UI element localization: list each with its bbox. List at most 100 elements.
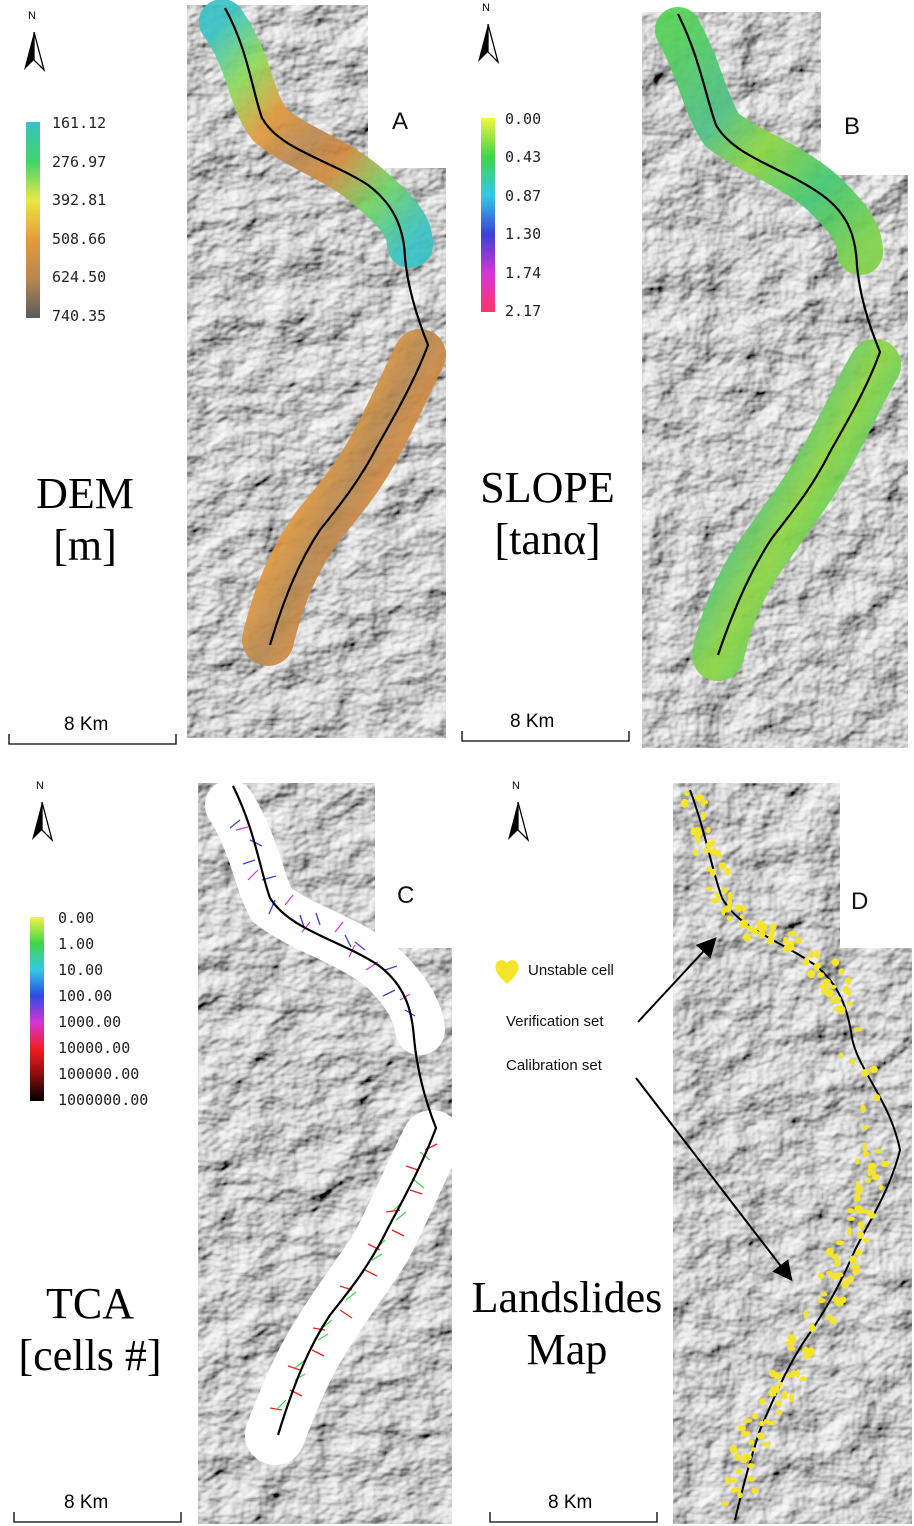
unstable-cell xyxy=(849,1255,857,1265)
legend-tca-label: 0.00 xyxy=(58,909,95,927)
north-arrow-c xyxy=(32,801,54,843)
unstable-cell xyxy=(860,1069,870,1077)
unstable-cell xyxy=(785,1340,794,1347)
unstable-cell xyxy=(862,1237,870,1243)
unstable-cell xyxy=(725,1476,730,1485)
unstable-cell xyxy=(854,1158,860,1165)
unstable-cell xyxy=(842,985,850,994)
unstable-cell xyxy=(702,799,709,805)
calibration-arrow xyxy=(635,1077,793,1282)
unstable-cell xyxy=(718,862,727,870)
panel-c-map xyxy=(198,780,462,1524)
unstable-cell xyxy=(834,1299,839,1305)
unstable-cell xyxy=(758,926,767,932)
unstable-cell xyxy=(743,933,752,942)
unstable-cell xyxy=(845,977,852,985)
panel-b-title-line1: SLOPE xyxy=(480,463,615,512)
unstable-cell xyxy=(880,1160,890,1168)
unstable-cell xyxy=(740,1430,748,1437)
legend-tca-label: 1000.00 xyxy=(58,1013,122,1031)
panel-b-river xyxy=(677,13,882,656)
unstable-cell xyxy=(726,915,733,922)
north-arrow-a xyxy=(24,31,46,73)
unstable-cell-label: Unstable cell xyxy=(528,962,614,979)
unstable-cell xyxy=(846,1227,852,1236)
unstable-cell xyxy=(806,1347,815,1356)
panel-a-corridor-south xyxy=(242,329,446,666)
scale-bar-a xyxy=(8,734,177,745)
panel-c-corridor-north xyxy=(205,780,445,1055)
unstable-cell xyxy=(863,1151,870,1156)
legend-slope-label: 0.87 xyxy=(505,186,542,205)
unstable-cell xyxy=(714,892,720,897)
unstable-cell xyxy=(808,951,815,958)
unstable-cell xyxy=(787,1346,796,1351)
unstable-cell xyxy=(770,922,777,931)
unstable-cell xyxy=(752,1413,758,1420)
unstable-cell xyxy=(835,1240,845,1246)
unstable-cell xyxy=(856,1230,865,1239)
unstable-cell xyxy=(866,1177,871,1184)
unstable-cell xyxy=(736,1468,743,1475)
unstable-cell xyxy=(852,1264,860,1273)
unstable-cell xyxy=(824,979,831,984)
unstable-cell xyxy=(763,1419,770,1424)
panel-b-corridor-north xyxy=(655,7,883,275)
unstable-cell xyxy=(857,1221,864,1227)
unstable-cell xyxy=(847,1275,854,1283)
unstable-cell xyxy=(737,1424,746,1432)
verification-arrow xyxy=(637,937,717,1023)
unstable-cell xyxy=(762,1442,771,1447)
unstable-cell xyxy=(829,998,836,1003)
unstable-cell xyxy=(695,794,705,802)
unstable-cell xyxy=(723,905,732,913)
unstable-cell xyxy=(841,1280,850,1289)
panel-c-river xyxy=(232,785,438,1436)
unstable-cell xyxy=(705,886,713,891)
unstable-cell xyxy=(759,930,766,939)
legend-tca-label: 100.00 xyxy=(58,987,113,1005)
unstable-cell xyxy=(756,1432,765,1440)
unstable-cell xyxy=(769,935,775,945)
legend-dem-color-bar xyxy=(26,122,40,318)
unstable-cell xyxy=(734,1452,741,1461)
unstable-cell xyxy=(748,1439,755,1445)
unstable-cell xyxy=(830,1272,836,1280)
unstable-cell xyxy=(824,989,834,998)
panel-a-river xyxy=(224,7,430,646)
unstable-cell xyxy=(729,1445,738,1454)
panel-d-title-line2: Map xyxy=(526,1325,608,1374)
unstable-cell xyxy=(796,1369,800,1378)
legend-slope-label: 0.00 xyxy=(505,110,542,128)
panel-d-title: Landslides Map xyxy=(462,1272,672,1376)
panel-d-title-line1: Landslides xyxy=(471,1273,663,1322)
legend-dem-label: 508.66 xyxy=(52,229,107,248)
legend-tca-label: 100000.00 xyxy=(58,1065,140,1083)
unstable-cell xyxy=(715,851,722,858)
unstable-cell xyxy=(736,906,742,912)
unstable-cell xyxy=(871,1174,881,1181)
unstable-cell xyxy=(721,888,728,894)
unstable-cell xyxy=(759,1398,766,1405)
panel-letter-d: D xyxy=(851,888,869,915)
legend-tca-color-bar xyxy=(30,917,44,1101)
legend-tca-label: 1.00 xyxy=(58,935,95,953)
legend-dem-label: 392.81 xyxy=(52,191,107,210)
unstable-cell xyxy=(721,1501,729,1506)
unstable-cell xyxy=(700,811,706,821)
unstable-cell xyxy=(813,963,820,971)
panel-b-title-line2: [tanα] xyxy=(494,515,601,564)
unstable-cell xyxy=(745,925,753,930)
unstable-cell xyxy=(708,840,716,845)
unstable-cell xyxy=(867,1162,877,1171)
north-arrow-d xyxy=(508,801,530,843)
legend-dem-label: 276.97 xyxy=(52,152,107,171)
unstable-cell xyxy=(839,1052,844,1059)
unstable-cell xyxy=(862,1124,868,1131)
unstable-cell xyxy=(874,1149,883,1154)
unstable-cell xyxy=(729,1477,737,1484)
unstable-cell xyxy=(869,1065,878,1074)
verification-set-label: Verification set xyxy=(506,1013,604,1030)
scale-label-d: 8 Km xyxy=(548,1492,593,1513)
unstable-cell xyxy=(776,1409,783,1416)
